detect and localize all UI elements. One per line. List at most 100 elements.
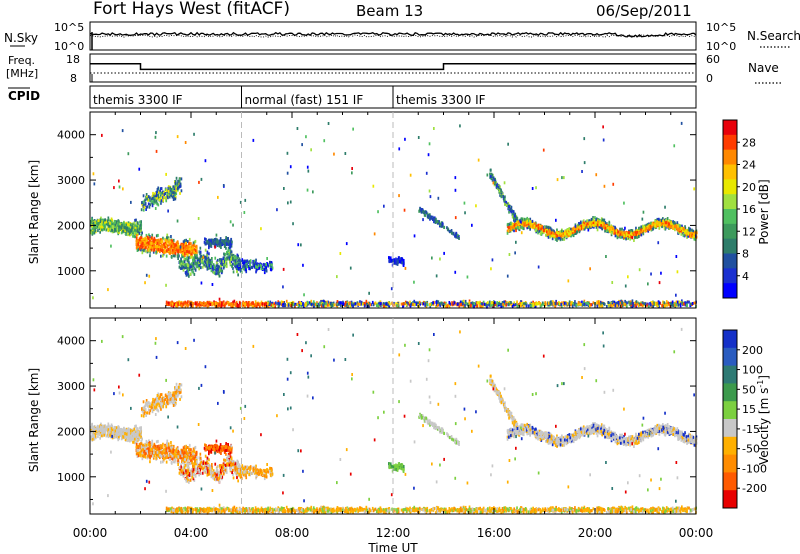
power-cell [149,196,151,200]
nave-tick-bottom: 0 [706,72,713,85]
power-cell [117,230,119,234]
power-cell [208,252,210,256]
power-cell [232,257,234,261]
power-cell [146,243,149,247]
power-cell [153,245,155,249]
power-cell [143,205,146,209]
power-cell [238,260,241,264]
power-cell [227,253,230,257]
power-cell [695,231,698,235]
power-cell [174,254,176,258]
power-cell [321,300,324,304]
power-cell [458,237,460,240]
power-cell [99,230,101,234]
power-cell [209,243,212,247]
power-cell [652,305,654,309]
power-cell [164,245,166,249]
power-cell [532,302,535,306]
power-cell [178,265,181,269]
power-cell [204,302,206,306]
power-cell [601,302,604,306]
power-cell [422,210,425,214]
power-cell [216,240,218,244]
power-cell [175,241,178,245]
power-cell [666,224,669,228]
power-cell [156,202,159,206]
power-cell [179,191,181,195]
power-cell [246,261,248,265]
power-cell [167,193,170,197]
power-cell [471,301,474,305]
power-cell [619,301,622,305]
power-cell [320,304,323,308]
power-cell [190,250,192,254]
power-cell [642,230,644,233]
power-cell [97,219,100,223]
power-cell [217,302,219,305]
power-cell [114,223,116,227]
power-cell [626,301,628,305]
power-cell [556,301,558,305]
power-cell [279,302,281,306]
power-cell [591,224,594,228]
power-cell [316,301,318,305]
power-cell [223,245,226,248]
power-cell [647,302,649,306]
power-cell [224,252,227,256]
power-cell [558,236,561,240]
power-cell [234,262,237,266]
power-cell [160,245,163,249]
power-cell [203,240,206,244]
power-cell [397,258,400,262]
power-cell [258,266,261,270]
power-cell [178,246,181,250]
power-cell [572,231,575,235]
power-cell [216,267,218,271]
power-cell [520,304,522,307]
power-cell [382,302,385,306]
power-cell [240,266,242,270]
power-cell [453,301,456,305]
power-cell [297,304,300,308]
power-cell [191,255,194,259]
power-cell [352,304,354,308]
power-cell [441,221,444,225]
power-cell [267,301,269,305]
power-cell [316,303,318,306]
power-cell [158,245,160,249]
power-cell [629,237,631,241]
power-cell [476,301,479,305]
power-cell [689,234,691,238]
power-cell [152,241,155,245]
power-cell [138,227,141,231]
power-cell [309,302,312,306]
power-cell [539,305,542,308]
power-cell [444,304,447,308]
power-cell [203,255,206,259]
power-cell [141,203,144,207]
power-cell [621,235,624,239]
power-cell [147,202,150,206]
power-cell [239,304,241,308]
frequency-trace [90,63,696,71]
power-cell [429,302,431,306]
power-cell [521,302,523,306]
power-cell [401,261,403,265]
power-cell [664,226,667,230]
power-cell [200,266,202,270]
power-cell [186,249,188,253]
frequency-traces [90,63,696,82]
power-cell [162,250,164,254]
power-cell [204,248,207,252]
power-cell [578,302,581,306]
power-cell [206,239,208,243]
power-cell [497,185,500,189]
power-cell [465,302,468,305]
power-cell [510,210,512,214]
power-cell [418,304,420,308]
power-cell [129,230,131,234]
power-cell [567,302,570,306]
power-cell [678,300,681,304]
power-cell [694,301,697,305]
power-cell [365,299,368,303]
